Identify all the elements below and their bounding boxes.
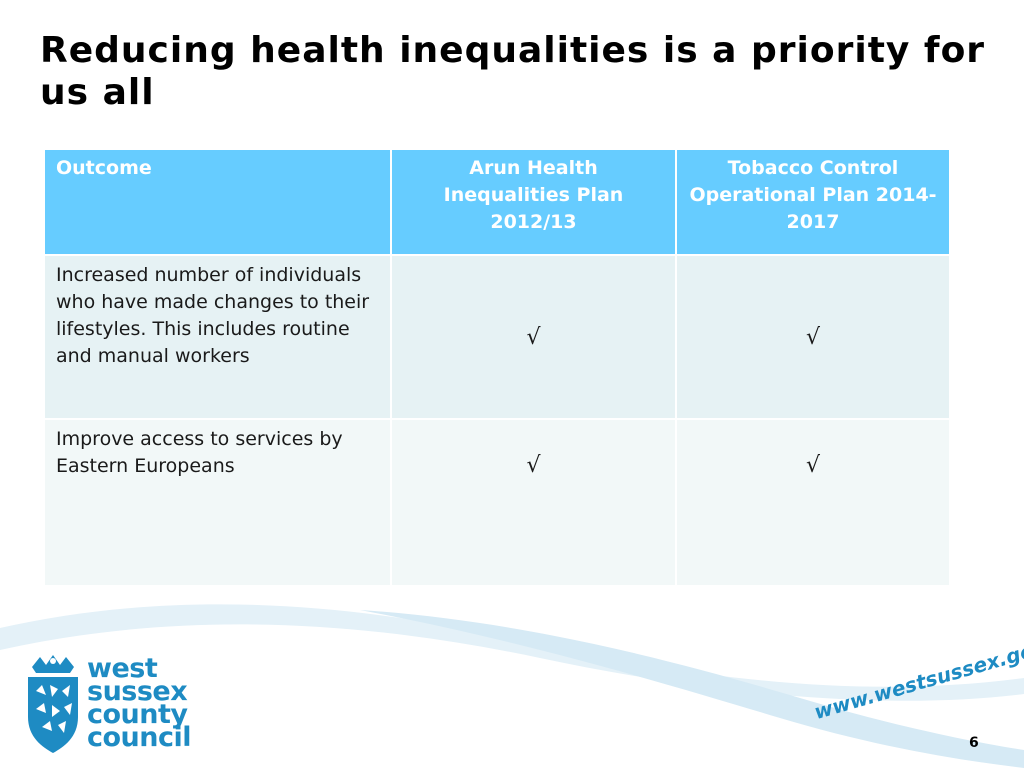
header-tobacco-plan: Tobacco Control Operational Plan 2014-20… <box>675 148 951 256</box>
table-row: Increased number of individuals who have… <box>43 254 951 420</box>
check-mark: √ <box>390 418 677 587</box>
table-row: Improve access to services by Eastern Eu… <box>43 418 951 587</box>
wordmark-line: west <box>87 653 158 684</box>
check-mark: √ <box>675 254 951 420</box>
footer-wave-decoration <box>0 604 1024 768</box>
outcome-cell: Increased number of individuals who have… <box>43 254 392 420</box>
council-wordmark: west sussex county council <box>87 653 192 753</box>
west-sussex-crest-logo <box>28 655 78 753</box>
wordmark-line: council <box>87 722 192 753</box>
check-mark: √ <box>390 254 677 420</box>
slide-title: Reducing health inequalities is a priori… <box>40 30 986 113</box>
header-outcome: Outcome <box>43 148 392 256</box>
wordmark-line: county <box>87 699 188 730</box>
table-header-row: Outcome Arun Health Inequalities Plan 20… <box>43 148 951 256</box>
outcome-cell: Improve access to services by Eastern Eu… <box>43 418 392 587</box>
page-number: 6 <box>969 735 979 751</box>
wordmark-line: sussex <box>87 676 188 707</box>
check-mark: √ <box>675 418 951 587</box>
header-arun-plan: Arun Health Inequalities Plan 2012/13 <box>390 148 677 256</box>
outcomes-table: Outcome Arun Health Inequalities Plan 20… <box>43 148 951 587</box>
